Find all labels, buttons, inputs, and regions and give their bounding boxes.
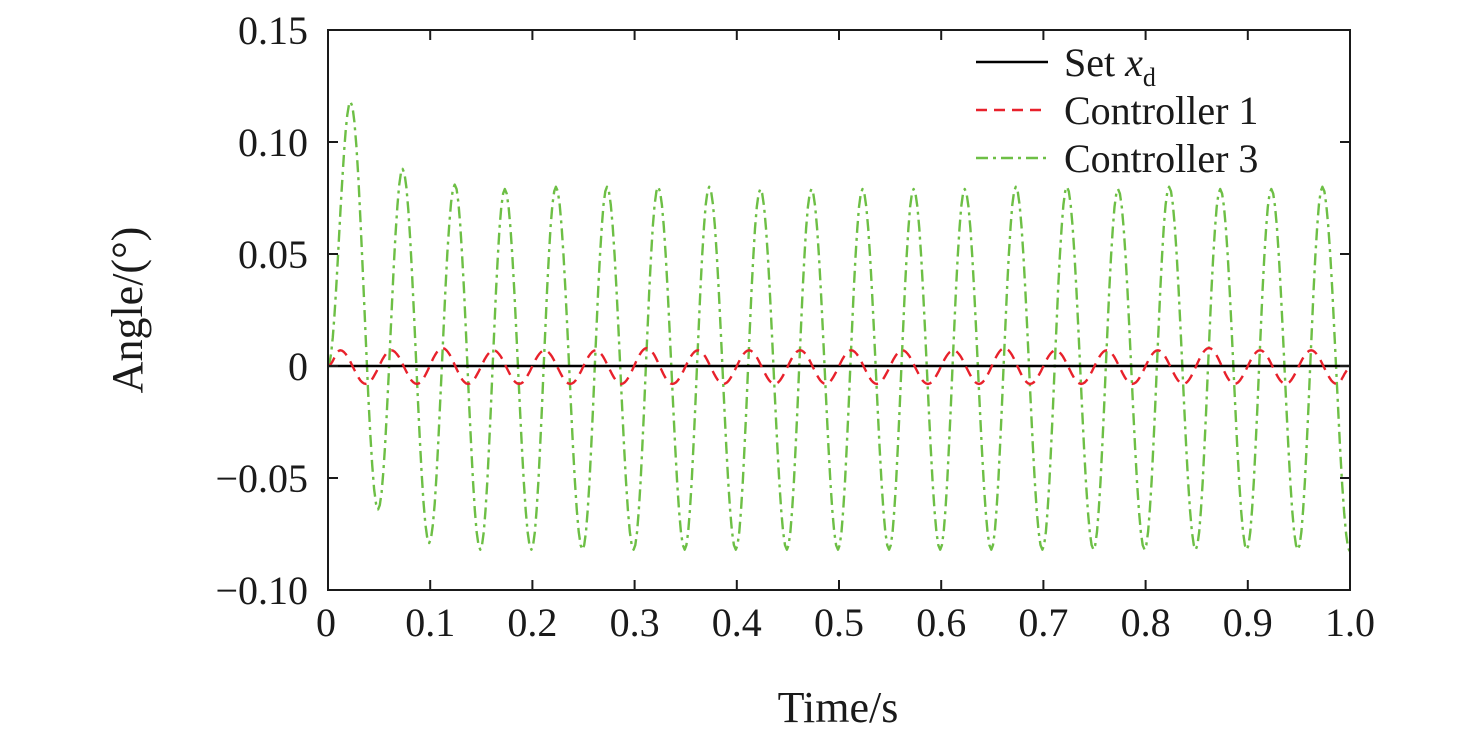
- tick-labels: 0 0.1 0.2 0.3 0.4 0.5 0.6 0.7 0.8 0.9 1.0 −0.10 −0.0…: [215, 8, 1375, 645]
- x-tick-label: 0.8: [1121, 600, 1171, 645]
- legend: Set xd Controller 1 Controller 3: [976, 40, 1258, 181]
- x-tick-label: 0.3: [610, 600, 660, 645]
- x-tick-label: 0.1: [405, 600, 455, 645]
- series-layer: [326, 100, 1352, 553]
- x-tick-label: 0.6: [916, 600, 966, 645]
- legend-set-var: x: [1124, 40, 1143, 85]
- x-tick-label: 0.4: [712, 600, 762, 645]
- y-tick-label: 0.15: [238, 8, 308, 53]
- x-tick-label: 1.0: [1325, 600, 1375, 645]
- x-tick-label: 0.2: [507, 600, 557, 645]
- legend-label-set: Set xd: [1064, 40, 1156, 92]
- x-tick-label: 0.5: [814, 600, 864, 645]
- y-tick-label: 0.05: [238, 232, 308, 277]
- x-tick-label: 0.7: [1018, 600, 1068, 645]
- y-tick-label: 0: [288, 344, 308, 389]
- ticks-layer: [327, 29, 1351, 591]
- y-tick-label: 0.10: [238, 120, 308, 165]
- legend-set-sub: d: [1143, 63, 1156, 92]
- legend-label-c3: Controller 3: [1064, 136, 1258, 181]
- legend-label-c1: Controller 1: [1064, 88, 1258, 133]
- y-axis-title: Angle/(°): [103, 227, 152, 394]
- x-tick-label: 0.9: [1223, 600, 1273, 645]
- series-line-c1: [327, 346, 1351, 386]
- x-tick-label: 0: [316, 600, 336, 645]
- y-tick-label: −0.05: [215, 456, 308, 501]
- legend-set-prefix: Set: [1064, 40, 1125, 85]
- x-axis-title: Time/s: [778, 683, 899, 732]
- y-tick-label: −0.10: [215, 568, 308, 613]
- series-line-c3: [326, 100, 1352, 553]
